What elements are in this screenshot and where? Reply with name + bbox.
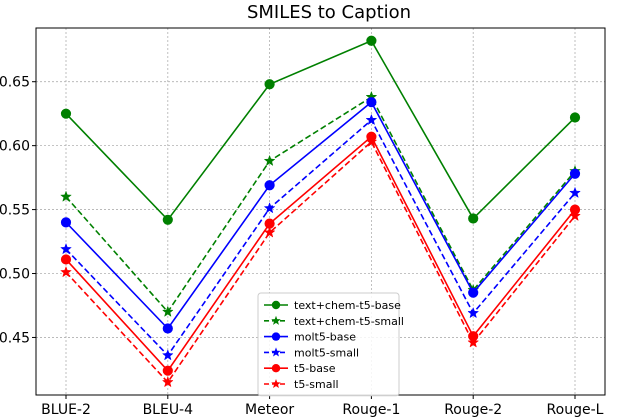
data-point	[60, 108, 72, 119]
data-point	[161, 305, 174, 317]
x-tick-label: Rouge-1	[342, 402, 400, 418]
x-tick-label: Rouge-2	[444, 402, 502, 418]
axes: BLUE-2 BLEU-4 Meteor Rouge-1 Rouge-2 Rouge-L 0…	[0, 75, 604, 418]
series-line	[65, 135, 576, 372]
series-molt5-base	[60, 97, 581, 334]
data-point	[263, 202, 276, 214]
legend-label: t5-base	[294, 362, 336, 375]
series-layer	[60, 35, 581, 388]
legend-marker	[271, 332, 281, 341]
data-point	[467, 336, 480, 348]
data-point	[162, 365, 173, 376]
legend-label: molt5-base	[294, 331, 356, 344]
data-point	[263, 154, 276, 167]
x-tick-label: Rouge-L	[547, 402, 604, 418]
data-point	[569, 168, 581, 179]
legend-item: molt5-base	[264, 331, 356, 344]
x-tick-label: BLUE-2	[41, 402, 91, 418]
legend-label: t5-small	[294, 378, 339, 391]
legend-label: text+chem-t5-base	[294, 299, 401, 312]
legend-marker	[271, 300, 281, 310]
data-point	[569, 209, 581, 222]
data-point	[161, 375, 174, 388]
legend-box	[257, 292, 400, 397]
data-point	[161, 349, 174, 361]
legend-label: text+chem-t5-small	[294, 315, 404, 328]
series-t5-base	[60, 131, 581, 376]
series-line	[65, 95, 576, 314]
data-point	[60, 266, 72, 278]
data-point	[569, 186, 581, 198]
series-line	[65, 39, 576, 222]
data-point	[60, 243, 72, 255]
data-point	[162, 214, 173, 225]
series-line	[65, 140, 576, 384]
series-molt5-small	[60, 113, 581, 361]
legend-item: t5-base	[264, 362, 336, 375]
data-point	[366, 35, 377, 46]
data-point	[162, 323, 173, 334]
y-tick-label: 0.60	[0, 139, 30, 155]
y-tick-label: 0.45	[0, 330, 30, 346]
chart-title: SMILES to Caption	[247, 2, 411, 23]
data-point	[365, 113, 378, 126]
y-tick-label: 0.55	[0, 203, 30, 219]
y-tick-label: 0.65	[0, 75, 30, 91]
data-point	[264, 180, 275, 191]
legend-item: molt5-small	[264, 346, 359, 359]
x-tick-label: Meteor	[245, 402, 294, 418]
legend-item: text+chem-t5-base	[264, 299, 401, 312]
series-t5-small	[60, 135, 581, 388]
legend-marker	[271, 379, 281, 389]
y-tick-label: 0.50	[0, 267, 30, 283]
series-text+chem-t5-small	[60, 90, 581, 317]
data-point	[366, 97, 377, 108]
series-line	[65, 100, 576, 330]
data-point	[60, 254, 72, 265]
data-point	[60, 217, 72, 228]
series-line	[65, 118, 576, 357]
data-point	[60, 190, 72, 202]
data-point	[263, 226, 276, 238]
legend-marker	[271, 315, 281, 325]
legend-item: text+chem-t5-small	[264, 315, 404, 328]
data-point	[365, 135, 378, 147]
x-tick-label: BLEU-4	[143, 402, 194, 418]
data-point	[264, 79, 275, 90]
legend-marker	[271, 347, 281, 357]
legend-marker	[271, 364, 281, 373]
legend: text+chem-t5-base text+chem-t5-small molt5…	[257, 292, 404, 397]
legend-label: molt5-small	[294, 346, 359, 359]
series-text+chem-t5-base	[60, 35, 581, 225]
data-point	[569, 112, 581, 123]
legend-item: t5-small	[264, 378, 339, 391]
data-point	[468, 213, 479, 224]
data-point	[467, 306, 480, 319]
data-point	[468, 287, 479, 298]
